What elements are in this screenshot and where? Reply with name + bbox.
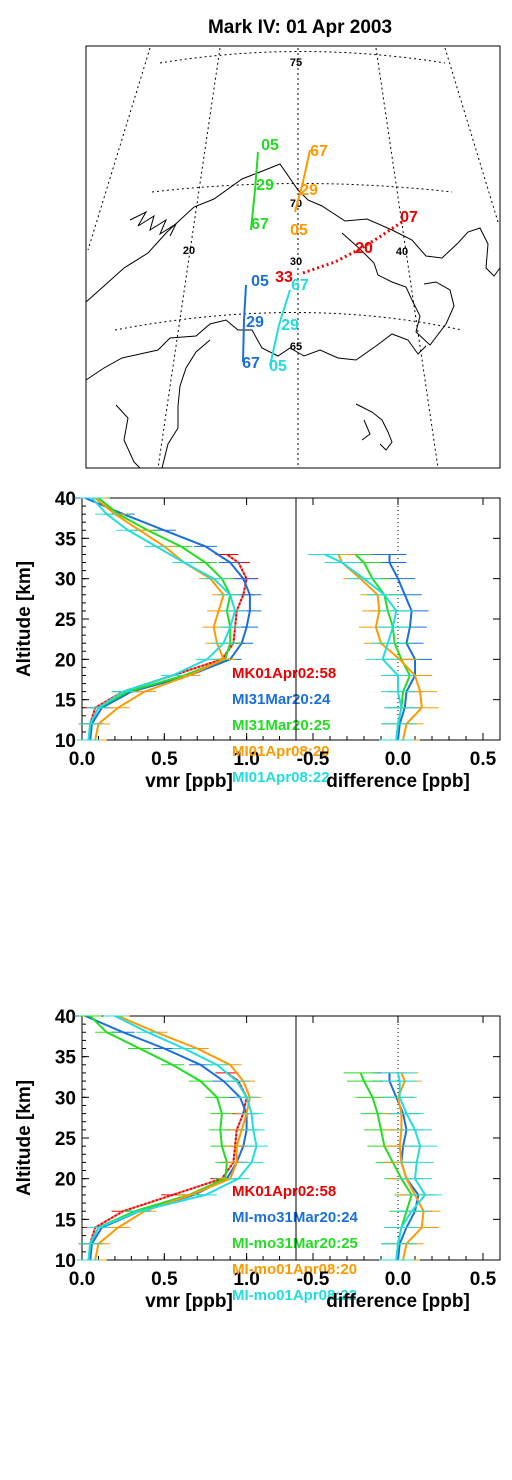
legend-entry: MI01Apr08:20: [232, 743, 330, 760]
x-axis-label: difference [ppb]: [326, 1291, 470, 1312]
map-tracks: 05 29 67 67 29 05 07 20 33 05 29 67 67 29 05: [242, 137, 418, 375]
x-tick-label: 0.0: [69, 1269, 95, 1290]
x-tick-label: 0.0: [385, 1269, 411, 1290]
map-track-label: 67: [242, 355, 260, 372]
map-track-label: 29: [256, 177, 274, 194]
series-line: [324, 553, 403, 741]
map-track-label: 29: [300, 182, 318, 199]
x-axis-label: difference [ppb]: [326, 771, 470, 792]
map-grid-label-20: 20: [183, 245, 195, 257]
y-tick-label: 35: [55, 1048, 77, 1069]
map-track-label: 67: [251, 216, 269, 233]
map-track-label: 05: [251, 273, 269, 290]
map-track-label: 05: [269, 358, 287, 375]
x-tick-label: 0.5: [470, 1269, 497, 1290]
x-axis-label: vmr [ppb]: [145, 771, 233, 792]
y-tick-label: 10: [55, 1251, 76, 1272]
legend-entry: MK01Apr02:58: [232, 665, 336, 682]
map-track-label: 20: [355, 240, 373, 257]
map-track-2: [299, 220, 403, 276]
series-line: [388, 554, 416, 741]
x-tick-label: 0.0: [385, 749, 411, 770]
map-track-label: 05: [290, 222, 308, 239]
map-grid-label-65: 65: [290, 341, 302, 353]
map-coastlines: [85, 163, 501, 469]
x-tick-label: 0.5: [151, 749, 178, 770]
y-tick-label: 15: [55, 1210, 77, 1231]
map-grid-label-30: 30: [290, 256, 302, 268]
x-tick-label: 0.0: [69, 749, 95, 770]
map-track-0: [250, 151, 259, 231]
series-line: [94, 1015, 251, 1261]
legend-entry: MI-mo31Mar20:25: [232, 1235, 358, 1252]
map-track-label: 33: [275, 269, 293, 286]
x-axis-label: vmr [ppb]: [145, 1291, 233, 1312]
map-track-3: [242, 284, 247, 363]
y-tick-label: 25: [55, 1129, 77, 1150]
x-tick-label: 0.5: [151, 1269, 178, 1290]
y-tick-label: 20: [55, 650, 76, 671]
legend-entry: MI-mo01Apr08:20: [232, 1261, 357, 1278]
x-tick-label: -0.5: [297, 1269, 330, 1290]
map-frame: [85, 45, 501, 469]
y-tick-label: 30: [55, 1088, 76, 1109]
y-tick-label: 30: [55, 570, 76, 591]
series-line: [87, 497, 237, 741]
map-track-label: 29: [281, 317, 299, 334]
map-grid-label-75: 75: [290, 57, 302, 69]
y-tick-label: 25: [55, 610, 77, 631]
y-tick-label: 35: [55, 529, 77, 550]
y-tick-label: 40: [55, 489, 76, 510]
map-track-4: [269, 289, 291, 367]
map-grid-label-70: 70: [290, 198, 302, 210]
x-tick-label: 1.0: [233, 1269, 259, 1290]
legend-entry: MI-mo01Apr08:22: [232, 1287, 357, 1304]
series-line: [94, 497, 225, 741]
series-line: [87, 497, 232, 741]
map-grid-label-40: 40: [396, 246, 408, 258]
y-axis-label: Altitude [km]: [14, 1080, 35, 1196]
map-title: Mark IV: 01 Apr 2003: [208, 17, 392, 38]
y-axis-label: Altitude [km]: [14, 561, 35, 677]
legend-entry: MI31Mar20:25: [232, 717, 330, 734]
series-line: [87, 1015, 258, 1261]
map-track-1: [294, 149, 311, 213]
x-tick-label: 0.5: [470, 749, 497, 770]
y-tick-label: 15: [55, 691, 77, 712]
map-track-label: 67: [291, 277, 309, 294]
series-line: [395, 1072, 427, 1261]
legend-entry: MI01Apr08:22: [232, 769, 330, 786]
y-tick-label: 10: [55, 731, 76, 752]
x-tick-label: -0.5: [297, 749, 330, 770]
map-graticule: [87, 47, 499, 469]
map-track-label: 29: [246, 314, 264, 331]
legend-entry: MI-mo31Mar20:24: [232, 1209, 359, 1226]
series-line: [84, 497, 251, 741]
y-tick-label: 20: [55, 1170, 76, 1191]
map-track-label: 67: [310, 143, 328, 160]
legend-entry: MK01Apr02:58: [232, 1183, 336, 1200]
legend-entry: MI31Mar20:24: [232, 691, 331, 708]
y-tick-label: 40: [55, 1007, 76, 1028]
x-tick-label: 1.0: [233, 749, 259, 770]
map-track-label: 05: [261, 137, 279, 154]
map-track-label: 07: [400, 209, 418, 226]
map-grid-labels: 75 70 65 20 30 40: [183, 57, 408, 353]
series-line: [388, 1072, 420, 1261]
